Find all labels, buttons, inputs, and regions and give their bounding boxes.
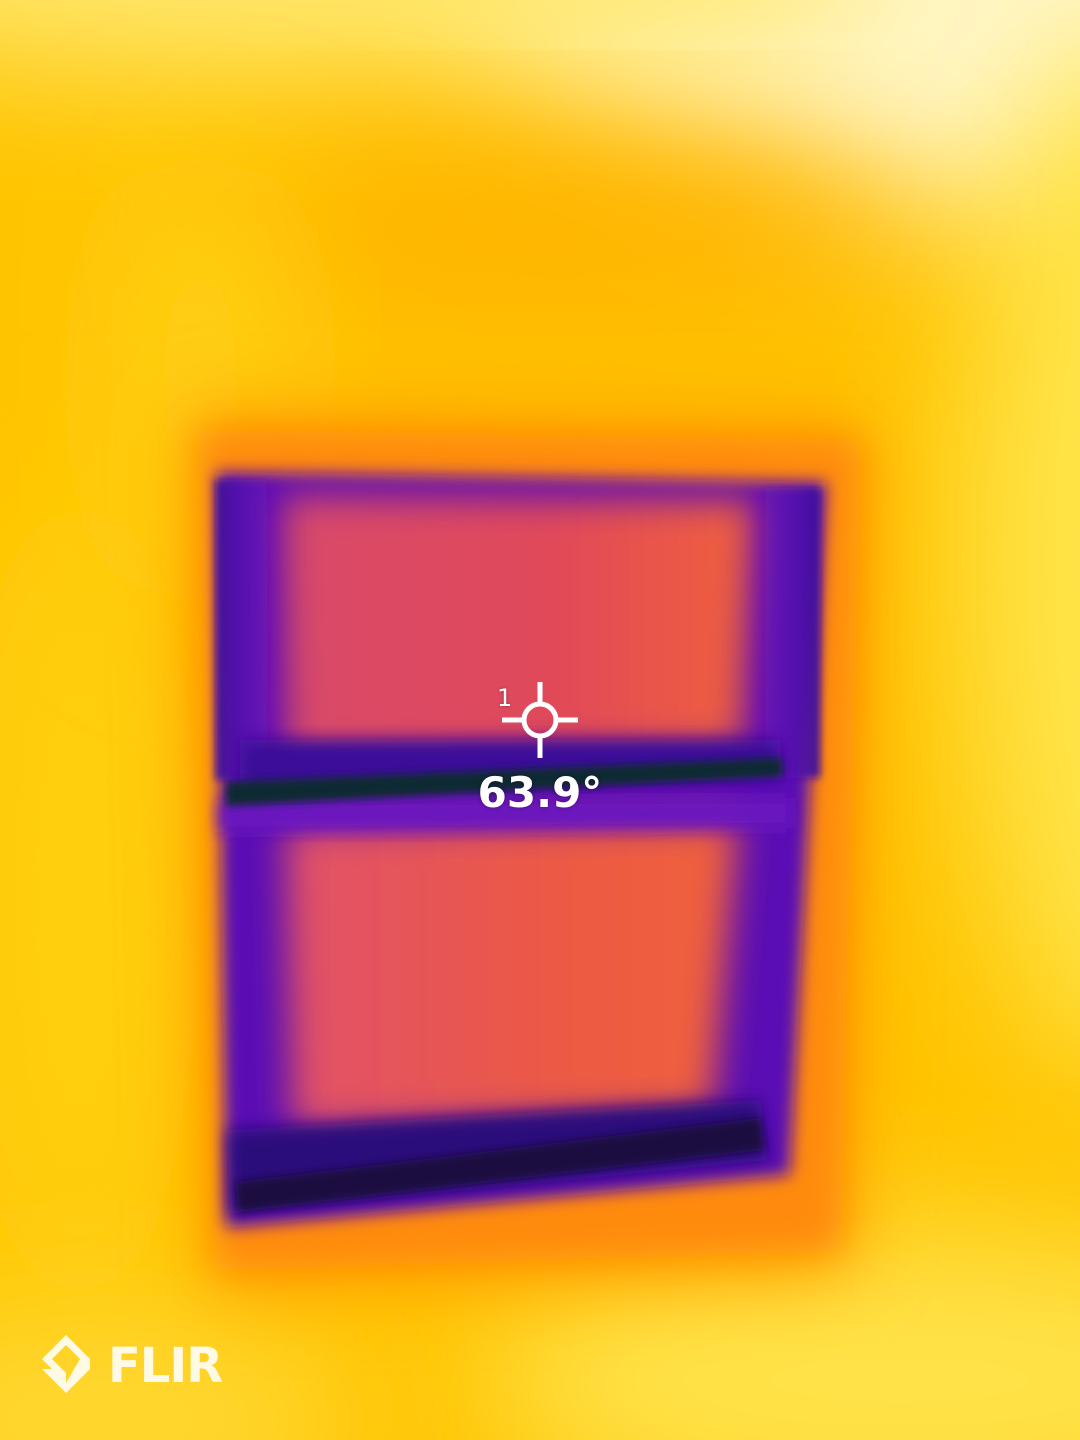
- spot-crosshair-icon: [502, 682, 578, 758]
- meeting-rail: [226, 758, 782, 806]
- window-pane-bottom: [285, 820, 738, 1130]
- flir-diamond-icon: [42, 1335, 90, 1393]
- flir-logo: FLIR: [40, 1333, 223, 1399]
- flir-logo-text: FLIR: [108, 1338, 223, 1394]
- spot-meter-label: 1: [497, 684, 513, 712]
- spot-temperature: 63.9°: [477, 768, 603, 817]
- sill-shadow: [236, 1118, 764, 1212]
- window-pane-top: [216, 480, 820, 780]
